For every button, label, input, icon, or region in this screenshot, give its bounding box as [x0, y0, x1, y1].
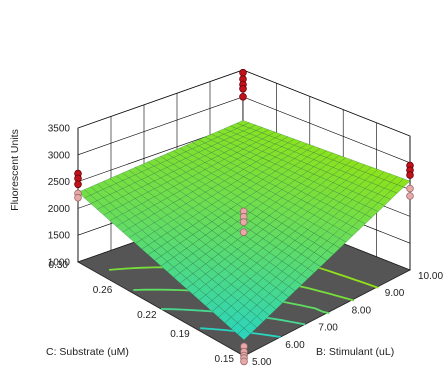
z-tick-label: 2500 [48, 177, 71, 188]
substrate-tick-label: 0.22 [137, 310, 157, 321]
x-axis-title: C: Substrate (uM) [46, 346, 129, 358]
design-point-above-surface [74, 180, 82, 189]
z-tick-label: 1500 [48, 231, 71, 242]
y-axis-title: B: Stimulant (uL) [316, 346, 394, 358]
design-point-below-surface [74, 193, 82, 202]
design-point-below-surface [406, 192, 414, 200]
stimulant-tick-label: 6.00 [285, 340, 305, 351]
design-point-below-surface [240, 357, 248, 366]
design-point-above-surface [239, 93, 247, 101]
stimulant-tick-label: 8.00 [352, 305, 372, 316]
response-surface [77, 120, 411, 341]
substrate-tick-label: 0.15 [215, 354, 235, 365]
stimulant-tick-label: 9.00 [385, 288, 405, 299]
stimulant-tick-label: 10.00 [418, 271, 443, 282]
tick-labels: 1000 1500 2000 2500 3000 3500 0.30 0.26 0.22 0.19… [48, 124, 443, 369]
stimulant-tick-label: 7.00 [318, 323, 338, 334]
z-tick-label: 3000 [48, 150, 71, 161]
design-point-below-surface [239, 228, 248, 237]
z-tick-label: 1000 [48, 258, 71, 269]
substrate-tick-label: 0.26 [93, 285, 113, 296]
z-tick-label: 3500 [48, 124, 71, 135]
substrate-tick-label: 0.19 [170, 329, 190, 340]
design-points [74, 68, 414, 366]
stimulant-tick-label: 5.00 [252, 357, 272, 368]
z-axis-title: Fluorescent Units [9, 129, 21, 211]
design-point-above-surface [406, 171, 414, 179]
surface-cell [237, 328, 251, 341]
design-point-below-surface [239, 218, 248, 226]
design-point-below-surface [406, 184, 414, 193]
z-tick-label: 2000 [48, 204, 71, 215]
design-point-above-surface [239, 68, 247, 77]
design-point-above-surface [239, 85, 247, 93]
substrate-tick-label: 0.30 [49, 260, 69, 271]
